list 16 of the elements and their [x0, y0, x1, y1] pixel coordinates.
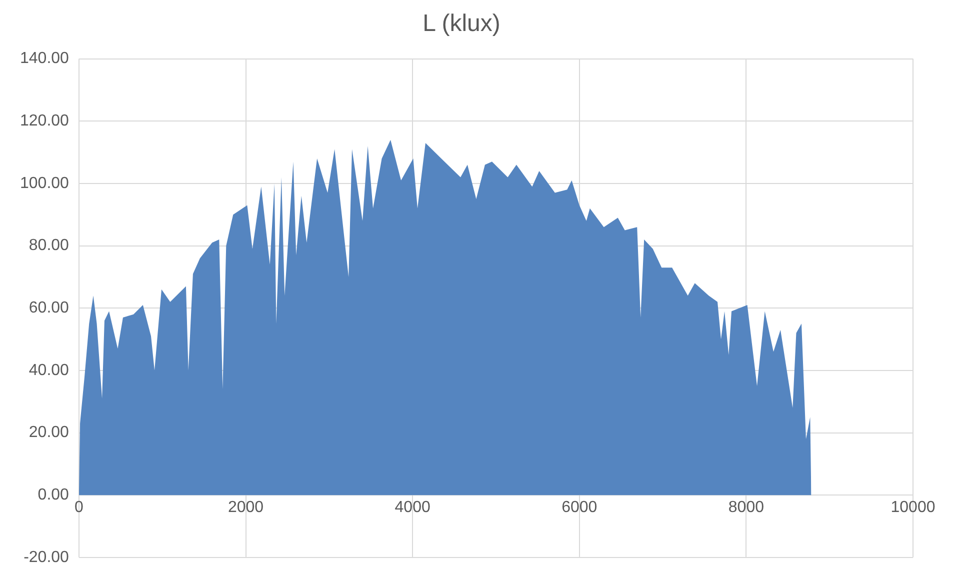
y-tick-label: 100.00 [20, 174, 70, 192]
x-tick-label: 0 [74, 499, 84, 516]
x-tick-label: 2000 [228, 499, 264, 516]
x-tick-label: 4000 [394, 499, 430, 516]
x-tick-label: 10000 [890, 499, 936, 516]
y-tick-label: 80.00 [28, 237, 70, 254]
chart-title: L (klux) [422, 10, 500, 38]
x-tick-label: 6000 [562, 499, 598, 516]
y-tick-label: 40.00 [28, 362, 70, 379]
y-tick-label: -20.00 [24, 548, 70, 566]
y-tick-label: 120.00 [20, 112, 70, 130]
y-tick-label: 20.00 [28, 424, 70, 442]
x-tick-label: 8000 [728, 499, 764, 516]
y-tick-label: 60.00 [28, 300, 70, 317]
y-tick-label: 140.00 [20, 50, 70, 68]
y-tick-label: 0.00 [38, 486, 70, 504]
